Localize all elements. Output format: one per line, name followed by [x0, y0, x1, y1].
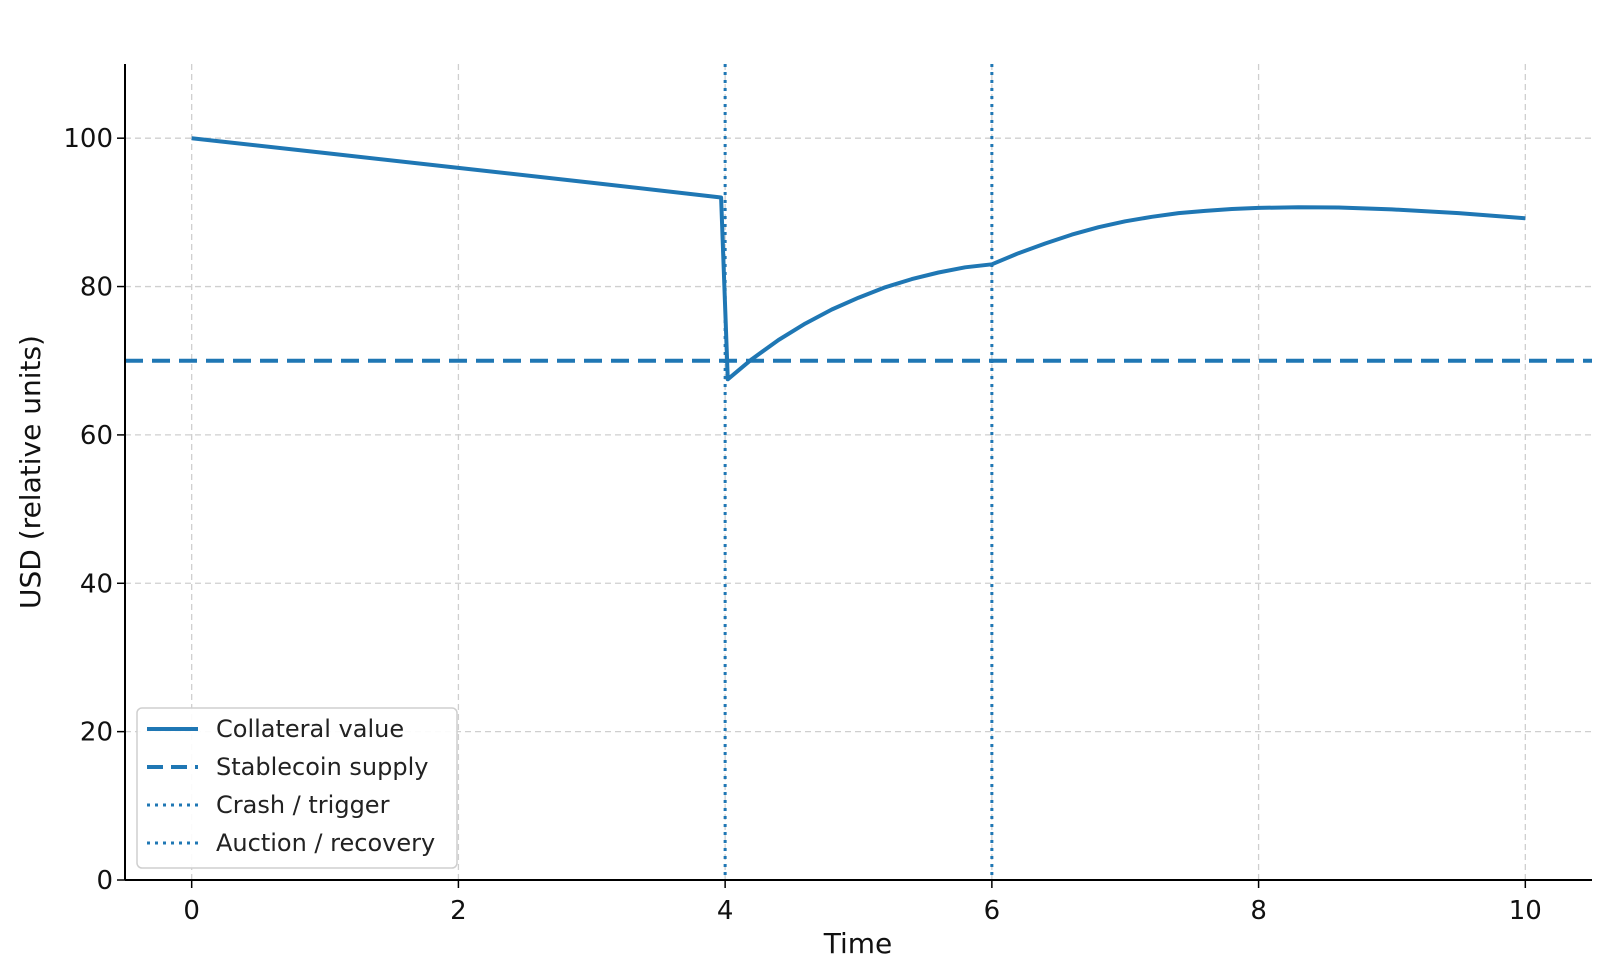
x-tick-label-0: 0	[183, 896, 200, 926]
y-tick-label-40: 40	[80, 569, 113, 599]
y-tick-label-0: 0	[96, 866, 113, 896]
x-ticks: 0 2 4 6 8 10	[183, 880, 1542, 926]
legend-label-stablecoin-supply: Stablecoin supply	[216, 753, 428, 781]
x-tick-label-6: 6	[984, 896, 1001, 926]
x-axis-label: Time	[823, 927, 893, 960]
legend-label-auction-recovery: Auction / recovery	[216, 829, 435, 857]
legend-box	[136, 707, 458, 869]
legend-label-collateral-value: Collateral value	[216, 715, 404, 743]
y-tick-label-20: 20	[80, 718, 113, 748]
y-tick-label-100: 100	[63, 124, 113, 154]
legend: Collateral value Stablecoin supply Crash…	[136, 707, 458, 869]
x-tick-label-8: 8	[1250, 896, 1267, 926]
series-layer	[125, 64, 1592, 880]
series-collateral-value	[191, 136, 1526, 382]
x-tick-label-4: 4	[717, 896, 734, 926]
y-axis-label: USD (relative units)	[14, 335, 47, 609]
y-ticks: 0 20 40 60 80 100	[63, 124, 125, 896]
legend-label-crash-trigger: Crash / trigger	[216, 791, 390, 819]
y-tick-label-80: 80	[80, 273, 113, 303]
y-tick-label-60: 60	[80, 421, 113, 451]
x-tick-label-10: 10	[1509, 896, 1542, 926]
x-tick-label-2: 2	[450, 896, 467, 926]
